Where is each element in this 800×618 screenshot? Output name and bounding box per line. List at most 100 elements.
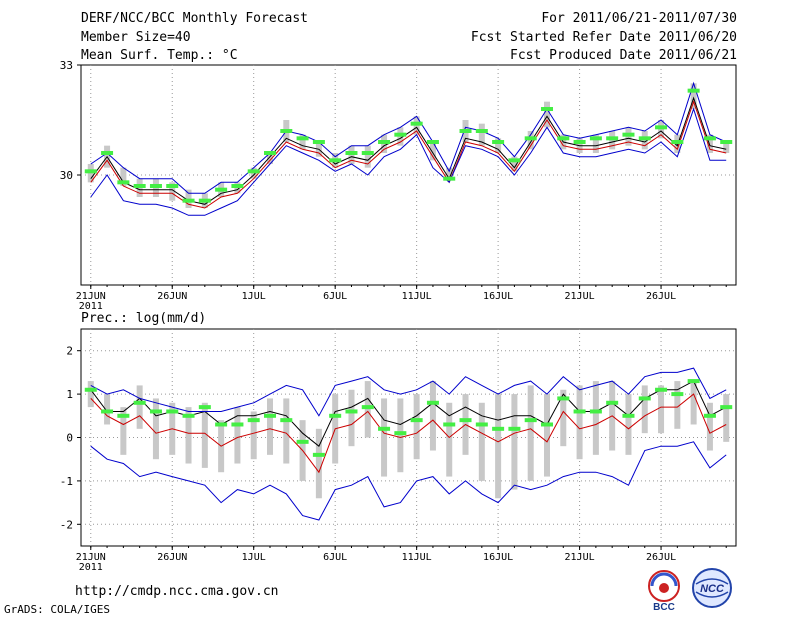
- prec-xtick-label: 26JUN: [157, 552, 187, 563]
- ncc-logo-globe-lines: [695, 578, 729, 598]
- temp-observation-mark: [264, 151, 277, 155]
- prec-member-box: [267, 398, 274, 455]
- temp-observation-mark: [720, 140, 733, 144]
- prec-xtick-label: 1JUL: [242, 552, 266, 563]
- temp-observation-mark: [638, 136, 651, 141]
- prec-member-box: [511, 394, 518, 490]
- grads-credit: GrADS: COLA/IGES: [4, 603, 110, 616]
- temp-observation-mark: [312, 140, 325, 144]
- temp-member-box: [429, 142, 436, 161]
- prec-observation-mark: [459, 418, 472, 423]
- temp-observation-mark: [215, 187, 228, 192]
- temp-median-line: [90, 100, 727, 209]
- temp-member-box: [706, 134, 713, 153]
- temp-member-box: [478, 123, 485, 146]
- temp-member-box: [267, 153, 274, 164]
- temp-observation-mark: [622, 132, 635, 137]
- prec-observation-mark: [687, 379, 700, 384]
- prec-xtick-sublabel: 2011: [79, 562, 103, 573]
- prec-observation-mark: [378, 426, 391, 431]
- temp-observation-mark: [182, 198, 195, 203]
- temp-xtick-label: 6JUL: [323, 291, 347, 302]
- temp-xtick-label: 21JUN: [76, 291, 106, 302]
- prec-member-box: [658, 385, 665, 434]
- precipitation-panel-label: Prec.: log(mm/d): [81, 311, 206, 326]
- temp-observation-mark: [247, 169, 260, 174]
- prec-member-box: [560, 389, 567, 447]
- prec-member-box: [478, 402, 485, 481]
- bcc-logo-arc: [650, 572, 678, 587]
- prec-observation-mark: [606, 400, 619, 405]
- temp-ytick-label: 30: [60, 169, 73, 182]
- temp-xtick-label: 26JUN: [157, 291, 187, 302]
- ncc-logo-ring: [692, 568, 732, 608]
- prec-observation-mark: [589, 409, 602, 414]
- temp-observation-mark: [345, 151, 358, 155]
- prec-observation-mark: [426, 400, 439, 405]
- prec-observation-mark: [329, 413, 342, 418]
- prec-member-box: [250, 411, 257, 460]
- prec-ensemble-mean-line: [90, 380, 727, 447]
- prec-member-box: [543, 394, 550, 477]
- prec-member-box: [446, 402, 453, 477]
- prec-observation-mark: [312, 452, 325, 457]
- temp-observation-mark: [475, 129, 488, 133]
- prec-observation-mark: [215, 422, 228, 427]
- temp-observation-mark: [84, 169, 97, 174]
- temperature-panel-label: Mean Surf. Temp.: °C: [81, 48, 238, 63]
- temp-observation-mark: [101, 151, 114, 155]
- prec-observation-mark: [524, 418, 537, 423]
- temp-observation-mark: [655, 125, 668, 130]
- prec-xtick-label: 16JUL: [483, 552, 513, 563]
- prec-member-box: [104, 394, 111, 425]
- temp-observation-mark: [149, 184, 162, 188]
- prec-observation-mark: [117, 413, 130, 418]
- temp-observation-mark: [231, 184, 244, 188]
- prec-xtick-label: 26JUL: [646, 552, 676, 563]
- source-url[interactable]: http://cmdp.ncc.cma.gov.cn: [75, 584, 279, 599]
- chart-title: DERF/NCC/BCC Monthly Forecast: [81, 11, 308, 26]
- temp-member-box: [299, 134, 306, 150]
- prec-observation-mark: [720, 405, 733, 410]
- prec-member-box: [576, 385, 583, 460]
- prec-xtick-label: 11JUL: [402, 552, 432, 563]
- prec-observation-mark: [540, 422, 553, 427]
- prec-observation-mark: [492, 426, 505, 431]
- temp-observation-mark: [361, 151, 374, 155]
- prec-observation-mark: [231, 422, 244, 427]
- prec-observation-mark: [443, 422, 456, 427]
- prec-member-box: [625, 394, 632, 455]
- temp-observation-mark: [687, 88, 700, 93]
- temp-member-box: [723, 142, 730, 153]
- prec-member-box: [185, 407, 192, 464]
- temp-xtick-label: 1JUL: [242, 291, 266, 302]
- temp-observation-mark: [378, 140, 391, 144]
- temp-member-box: [364, 145, 371, 168]
- prec-member-box: [152, 398, 159, 460]
- prec-member-box: [690, 381, 697, 425]
- temp-xtick-label: 11JUL: [402, 291, 432, 302]
- prec-observation-mark: [84, 387, 97, 392]
- temp-lower-bound-line: [90, 107, 727, 216]
- prec-member-box: [674, 381, 681, 429]
- ncc-logo: NCC: [692, 568, 732, 608]
- prec-observation-mark: [655, 387, 668, 392]
- temp-member-box: [592, 134, 599, 153]
- prec-member-box: [283, 398, 290, 464]
- prec-observation-mark: [280, 418, 293, 423]
- temp-observation-mark: [492, 140, 505, 144]
- temp-observation-mark: [166, 184, 179, 188]
- prec-member-box: [527, 385, 534, 481]
- bcc-logo: BCC: [648, 570, 680, 612]
- temp-member-box: [446, 167, 453, 179]
- temp-observation-mark: [296, 136, 309, 141]
- prec-median-line: [90, 393, 727, 474]
- bcc-logo-text: BCC: [653, 602, 675, 612]
- prec-member-box: [364, 381, 371, 438]
- prec-member-box: [641, 385, 648, 434]
- prec-observation-mark: [182, 413, 195, 418]
- temp-observation-mark: [280, 129, 293, 133]
- prec-member-box: [381, 398, 388, 477]
- prec-ytick-label: -2: [60, 518, 73, 531]
